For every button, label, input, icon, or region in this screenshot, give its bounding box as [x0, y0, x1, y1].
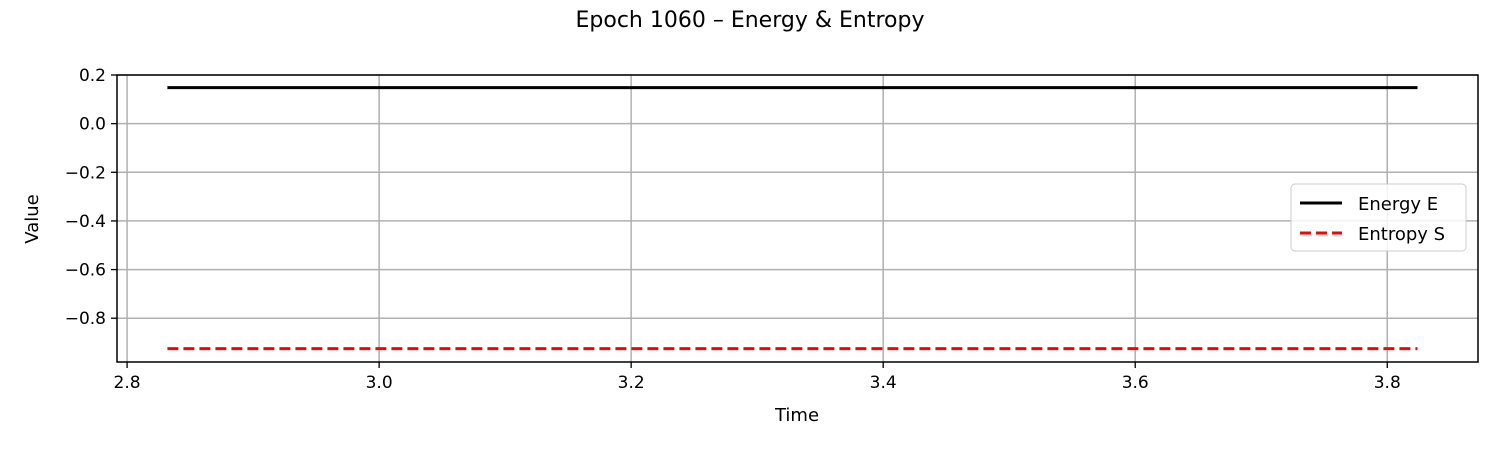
axis-ticks: 2.8 3.0 3.2 3.4 3.6 3.8 0.2 0.0 −0.2 −0.4 −0.6 −0.8 [65, 66, 1401, 393]
y-axis-label: Value [22, 194, 43, 243]
x-tick-label: 3.2 [618, 373, 645, 393]
y-tick-label: −0.2 [65, 163, 106, 183]
x-tick-label: 3.4 [870, 373, 897, 393]
x-tick-label: 3.0 [366, 373, 393, 393]
y-tick-label: 0.0 [79, 115, 106, 135]
y-tick-label: −0.8 [65, 309, 106, 329]
legend: Energy E Entropy S [1290, 183, 1467, 252]
legend-label-entropy: Entropy S [1358, 224, 1445, 245]
x-tick-label: 3.8 [1374, 373, 1401, 393]
y-tick-label: −0.6 [65, 261, 106, 281]
plot-frame [116, 74, 1479, 363]
x-tick-label: 3.6 [1122, 373, 1149, 393]
y-tick-label: 0.2 [79, 66, 106, 86]
series-lines [167, 86, 1418, 351]
legend-label-energy: Energy E [1358, 194, 1438, 215]
x-tick-label: 2.8 [114, 373, 141, 393]
y-tick-label: −0.4 [65, 212, 106, 232]
x-axis-label: Time [774, 405, 819, 426]
chart-title: Epoch 1060 – Energy & Entropy [576, 8, 925, 33]
